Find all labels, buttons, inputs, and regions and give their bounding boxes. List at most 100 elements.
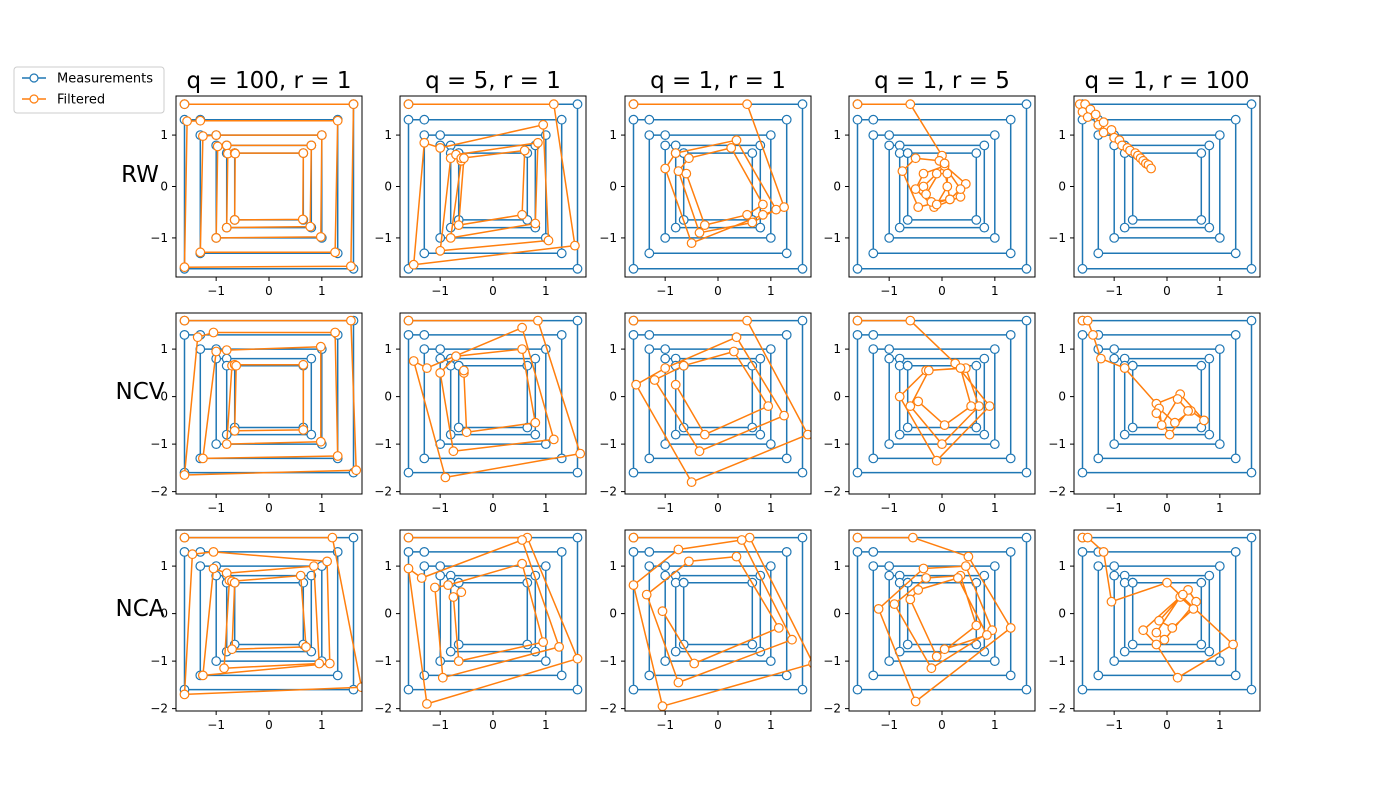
filtered-marker <box>327 532 338 543</box>
filtered-marker <box>330 247 341 258</box>
x-tick-label: 0 <box>265 501 273 515</box>
measurements-marker <box>852 684 863 695</box>
filtered-marker <box>440 472 451 483</box>
subplot-grid: q = 100, r = 1 q = 5, r = 1 q = 1, r = 1 q … <box>116 68 1261 732</box>
y-tick-label: −2 <box>599 702 617 716</box>
filtered-marker <box>197 131 208 142</box>
filtered-marker <box>681 168 692 179</box>
measurements-marker <box>1204 570 1215 581</box>
measurements-marker <box>797 532 808 543</box>
y-tick-label: 1 <box>833 342 841 356</box>
measurements-marker <box>332 670 343 681</box>
y-tick-label: 1 <box>609 559 617 573</box>
subplot: −1 0 1 −1 0 1 <box>150 95 363 298</box>
plot-area <box>179 99 359 274</box>
filtered-marker <box>1156 420 1167 431</box>
measurements-marker <box>971 148 982 159</box>
filtered-marker <box>229 214 240 225</box>
filtered-marker <box>758 209 768 220</box>
filtered-marker <box>208 327 219 338</box>
filtered-line <box>408 319 581 479</box>
plot-area <box>852 315 1032 478</box>
measurements-marker <box>1109 561 1120 571</box>
filtered-marker <box>298 148 309 159</box>
measurements-marker <box>1246 467 1257 478</box>
column-title: q = 1, r = 100 <box>1085 68 1250 94</box>
filtered-marker <box>779 202 789 213</box>
measurements-marker <box>1005 248 1016 259</box>
measurements-marker <box>1021 684 1032 695</box>
x-tick-label: −1 <box>431 718 449 732</box>
x-tick-label: 0 <box>714 284 722 298</box>
filtered-marker <box>211 130 222 141</box>
subplot: −1 0 1 −1 0 1 <box>374 95 587 298</box>
filtered-marker <box>1183 406 1193 416</box>
filtered-marker <box>1159 634 1170 645</box>
legend-measurements-marker <box>29 73 39 83</box>
measurements-marker <box>403 684 414 695</box>
measurements-marker <box>868 547 879 557</box>
x-tick-label: 0 <box>938 718 946 732</box>
measurements-marker <box>1119 429 1130 440</box>
measurements-marker <box>670 577 681 588</box>
filtered-marker <box>322 556 333 567</box>
measurements-marker <box>419 344 430 355</box>
measurements-marker <box>644 561 655 571</box>
filtered-marker <box>744 532 755 543</box>
filtered-marker <box>187 549 198 560</box>
x-tick-label: 0 <box>265 284 273 298</box>
column-title: q = 100, r = 1 <box>187 68 352 94</box>
measurements-marker <box>1093 453 1104 464</box>
measurements-marker <box>628 547 639 557</box>
plot-area <box>1077 532 1257 695</box>
measurements-marker <box>755 353 766 364</box>
filtered-marker <box>731 135 742 146</box>
measurements-marker <box>989 344 1000 355</box>
measurements-marker <box>1077 547 1088 557</box>
filtered-marker <box>673 677 684 688</box>
y-tick-label: 1 <box>1058 342 1066 356</box>
filtered-marker <box>742 315 752 326</box>
filtered-marker <box>942 181 953 192</box>
filtered-marker <box>543 235 554 246</box>
subplot: −1 0 1 −2 −1 0 1 <box>599 312 812 515</box>
measurements-marker <box>797 467 808 478</box>
x-tick-label: 0 <box>265 718 273 732</box>
measurements-marker <box>453 422 464 433</box>
axes-frame <box>624 95 812 278</box>
x-tick-label: 1 <box>542 718 550 732</box>
y-tick-label: −1 <box>599 437 617 451</box>
measurements-marker <box>403 330 414 340</box>
measurements-marker <box>1021 532 1032 543</box>
y-tick-label: 1 <box>384 559 392 573</box>
measurements-marker <box>306 429 317 440</box>
filtered-marker <box>346 261 356 272</box>
subplot: −1 0 1 −1 0 1 <box>1048 95 1261 298</box>
x-tick-label: −1 <box>1105 718 1123 732</box>
measurements-marker <box>1005 547 1016 557</box>
measurements-marker <box>572 684 583 695</box>
filtered-marker <box>955 184 966 195</box>
measurements-marker <box>765 344 776 355</box>
measurements-marker <box>556 330 567 340</box>
measurements-marker <box>628 684 639 695</box>
filtered-marker <box>1098 127 1109 138</box>
plot-area <box>1074 99 1257 274</box>
filtered-marker <box>660 363 671 374</box>
measurements-marker <box>1109 656 1120 666</box>
y-tick-label: −2 <box>150 485 168 499</box>
y-tick-label: 0 <box>1058 180 1066 194</box>
measurements-marker <box>419 248 430 259</box>
filtered-marker <box>699 429 710 440</box>
filtered-marker <box>726 142 737 153</box>
measurements-marker <box>1204 646 1215 657</box>
measurements-marker <box>1230 547 1241 557</box>
filtered-marker <box>519 145 530 156</box>
filtered-marker <box>351 465 362 476</box>
measurements-marker <box>852 330 863 340</box>
filtered-marker <box>453 220 464 231</box>
filtered-marker <box>729 346 739 357</box>
x-tick-label: 0 <box>714 501 722 515</box>
axes-frame <box>399 95 587 278</box>
